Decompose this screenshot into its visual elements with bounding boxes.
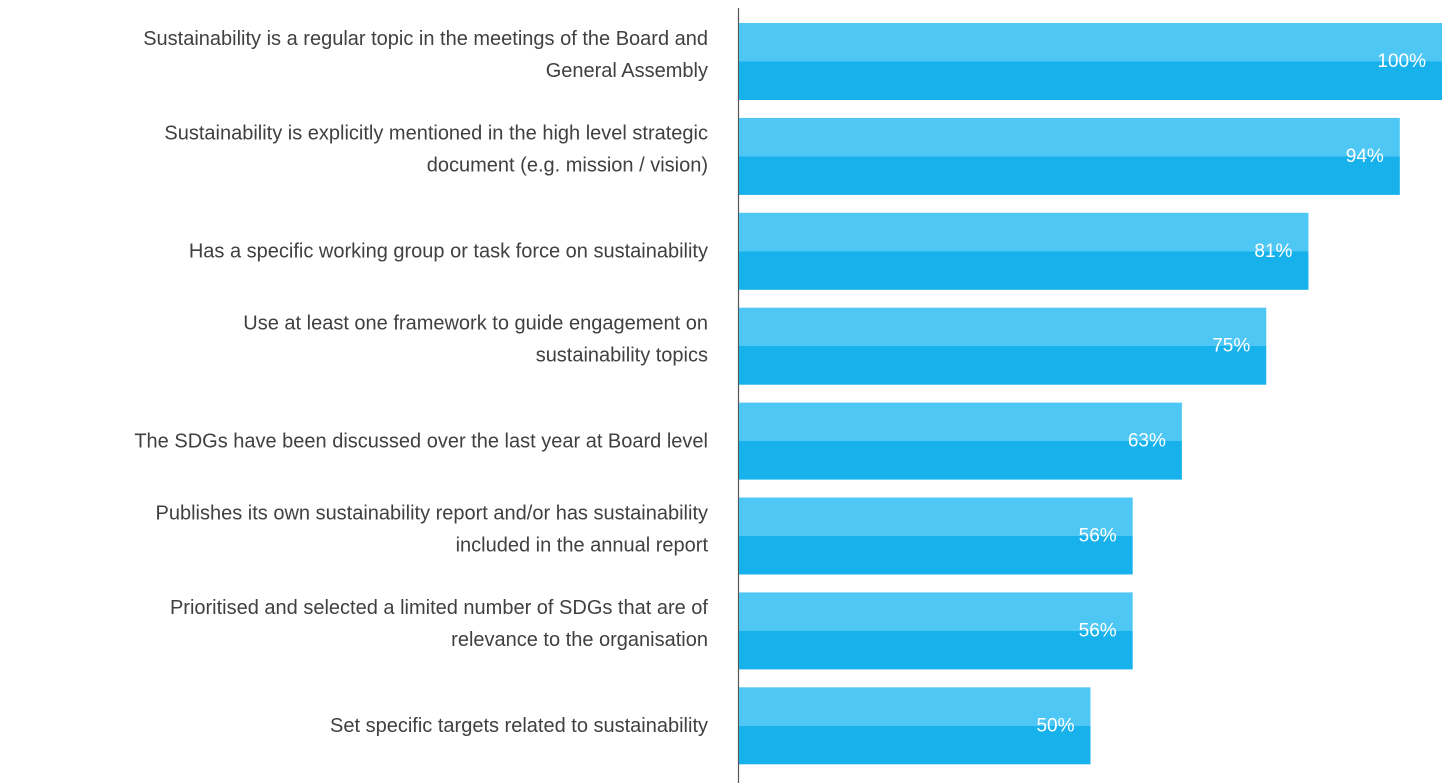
category-label: Set specific targets related to sustaina…	[330, 715, 708, 737]
category-label: Has a specific working group or task for…	[189, 241, 708, 263]
bar	[739, 117, 1400, 195]
bar	[739, 23, 1442, 100]
bar	[739, 212, 1309, 290]
value-label: 75%	[1212, 336, 1250, 357]
category-label: General Assembly	[546, 60, 708, 82]
category-label: Use at least one framework to guide enga…	[243, 312, 708, 334]
bar	[739, 497, 1133, 575]
category-label: Sustainability is explicitly mentioned i…	[164, 123, 708, 145]
bar	[739, 402, 1182, 480]
category-label: Publishes its own sustainability report …	[155, 502, 708, 524]
value-label: 94%	[1346, 146, 1384, 167]
category-label: included in the annual report	[456, 534, 709, 556]
bar	[739, 687, 1091, 765]
bar	[739, 592, 1133, 670]
category-label: Sustainability is a regular topic in the…	[143, 28, 708, 50]
bar	[739, 307, 1267, 385]
category-label: document (e.g. mission / vision)	[427, 155, 708, 177]
category-label: sustainability topics	[536, 344, 708, 366]
value-label: 63%	[1128, 431, 1166, 452]
category-label: Prioritised and selected a limited numbe…	[170, 597, 708, 619]
value-label: 56%	[1079, 526, 1117, 547]
value-label: 100%	[1377, 51, 1426, 72]
category-label: The SDGs have been discussed over the la…	[134, 430, 708, 452]
category-label: relevance to the organisation	[451, 629, 708, 651]
value-label: 81%	[1254, 241, 1292, 262]
value-label: 50%	[1036, 715, 1074, 736]
value-label: 56%	[1079, 620, 1117, 641]
